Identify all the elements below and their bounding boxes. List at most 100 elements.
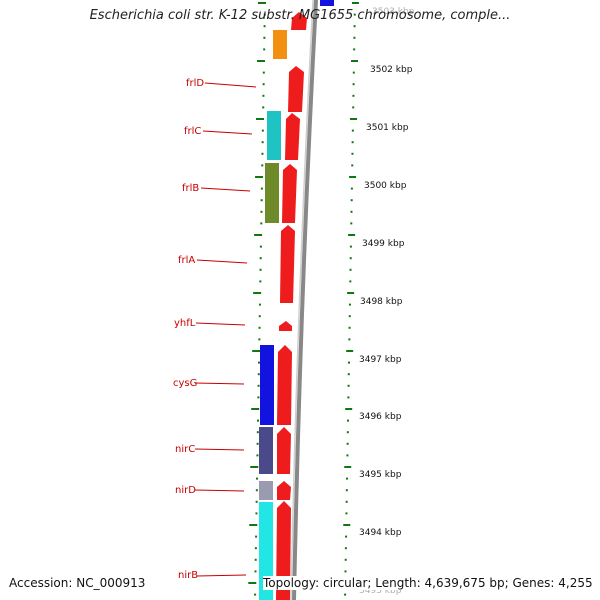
left-ruler-tick	[262, 83, 265, 86]
right-ruler-tick	[348, 315, 351, 318]
left-ruler-tick	[248, 582, 257, 584]
left-ruler-tick	[257, 384, 260, 387]
left-ruler-tick	[251, 408, 260, 410]
left-ruler-tick	[254, 547, 257, 550]
gene-block-nirD[interactable]	[259, 481, 273, 500]
kbp-label-3494: 3494 kbp	[359, 528, 402, 538]
gene-label-frlB[interactable]: frlB	[182, 183, 199, 194]
right-ruler-tick	[351, 152, 354, 155]
kbp-label-3503: 3503 kbp	[372, 7, 415, 17]
gene-arrow-frlB[interactable]	[282, 164, 297, 223]
left-ruler-tick	[263, 25, 266, 28]
left-ruler-tick	[263, 48, 266, 51]
right-ruler-tick	[346, 454, 349, 457]
right-ruler-tick	[353, 36, 356, 39]
gene-arrow-frlC[interactable]	[285, 113, 300, 160]
gene-label-frlA[interactable]: frlA	[178, 255, 195, 266]
left-ruler-tick	[254, 593, 257, 596]
left-ruler-tick	[255, 176, 264, 178]
gene-arrow-cysG[interactable]	[277, 345, 292, 425]
gene-top-blue[interactable]	[320, 0, 334, 6]
gene-arrow-frlD[interactable]	[288, 66, 304, 112]
right-ruler-tick	[351, 164, 354, 167]
left-ruler-tick	[257, 419, 260, 422]
topology-label: Topology: circular; Length: 4,639,675 bp…	[263, 576, 593, 590]
left-ruler-tick	[260, 187, 263, 190]
right-ruler-tick	[345, 500, 348, 503]
left-ruler-tick	[263, 13, 266, 16]
gene-arrow-top[interactable]	[291, 12, 307, 30]
left-ruler-tick	[256, 454, 259, 457]
right-ruler-tick	[348, 234, 356, 236]
left-tick-ruler	[248, 2, 266, 596]
kbp-label-3501: 3501 kbp	[366, 123, 409, 133]
gene-arrow-frlA[interactable]	[280, 225, 295, 303]
left-ruler-tick	[261, 129, 264, 132]
gene-label-frlC[interactable]: frlC	[184, 126, 201, 137]
left-ruler-tick	[258, 326, 261, 329]
left-ruler-tick	[257, 396, 260, 399]
gene-block-frlD-upstream[interactable]	[273, 30, 287, 59]
kbp-scale-labels: 3503 kbp 3502 kbp 3501 kbp 3500 kbp 3499…	[359, 7, 415, 596]
right-ruler-tick	[351, 129, 354, 132]
right-ruler-tick	[345, 489, 348, 492]
gene-block-nirC[interactable]	[259, 427, 273, 474]
left-ruler-tick	[259, 268, 262, 271]
right-ruler-tick	[350, 118, 358, 120]
left-ruler-tick	[262, 71, 265, 74]
left-ruler-tick	[256, 442, 259, 445]
left-ruler-tick	[261, 152, 264, 155]
gene-label-nirB[interactable]: nirB	[178, 570, 198, 581]
gene-label-nirC[interactable]: nirC	[175, 444, 195, 455]
right-ruler-tick	[347, 384, 350, 387]
gene-arrow-yhfL[interactable]	[279, 321, 292, 331]
right-ruler-tick	[349, 257, 352, 260]
gene-label-yhfL[interactable]: yhfL	[174, 318, 196, 329]
left-ruler-tick	[259, 245, 262, 248]
left-ruler-tick	[259, 257, 262, 260]
right-ruler-tick	[351, 60, 358, 62]
gene-arrow-nirD[interactable]	[277, 481, 291, 500]
left-ruler-tick	[260, 222, 263, 225]
gene-label-frlD[interactable]: frlD	[186, 78, 204, 89]
right-ruler-tick	[347, 292, 355, 294]
kbp-label-3496: 3496 kbp	[359, 412, 402, 422]
left-ruler-tick	[258, 303, 261, 306]
right-ruler-tick	[350, 222, 353, 225]
gene-label-nirD[interactable]: nirD	[175, 485, 196, 496]
right-ruler-tick	[348, 303, 351, 306]
left-ruler-tick	[261, 141, 264, 144]
left-ruler-tick	[257, 361, 260, 364]
right-ruler-tick	[349, 176, 357, 178]
gene-block-frlC[interactable]	[267, 111, 281, 160]
gene-block-frlB[interactable]	[265, 163, 279, 223]
right-ruler-tick	[352, 83, 355, 86]
left-ruler-tick	[261, 164, 264, 167]
gene-block-nirB[interactable]	[259, 502, 273, 600]
right-ruler-tick	[346, 442, 349, 445]
gene-label-cysG[interactable]: cysG	[173, 378, 197, 389]
gene-arrow-nirC[interactable]	[277, 427, 291, 474]
gene-arrow-nirB[interactable]	[276, 501, 291, 600]
left-ruler-tick	[258, 315, 261, 318]
left-ruler-tick	[262, 94, 265, 97]
left-ruler-tick	[258, 338, 261, 341]
right-ruler-tick	[352, 94, 355, 97]
right-ruler-tick	[350, 187, 353, 190]
gene-labels: frlD frlC frlB frlA yhfL cysG nirC nirD …	[173, 78, 204, 581]
gene-block-cysG[interactable]	[260, 345, 274, 425]
left-ruler-tick	[252, 350, 261, 352]
right-ruler-tick	[344, 558, 347, 561]
right-ruler-tick	[349, 280, 352, 283]
right-ruler-tick	[343, 524, 351, 526]
kbp-label-3498: 3498 kbp	[360, 297, 403, 307]
right-ruler-tick	[348, 326, 351, 329]
right-ruler-tick	[344, 466, 352, 468]
right-tick-ruler	[342, 2, 359, 596]
left-ruler-tick	[257, 2, 266, 4]
kbp-label-3497: 3497 kbp	[359, 355, 402, 365]
right-ruler-tick	[344, 593, 347, 596]
left-ruler-tick	[257, 60, 265, 62]
chromosome-backbone	[292, 0, 318, 600]
